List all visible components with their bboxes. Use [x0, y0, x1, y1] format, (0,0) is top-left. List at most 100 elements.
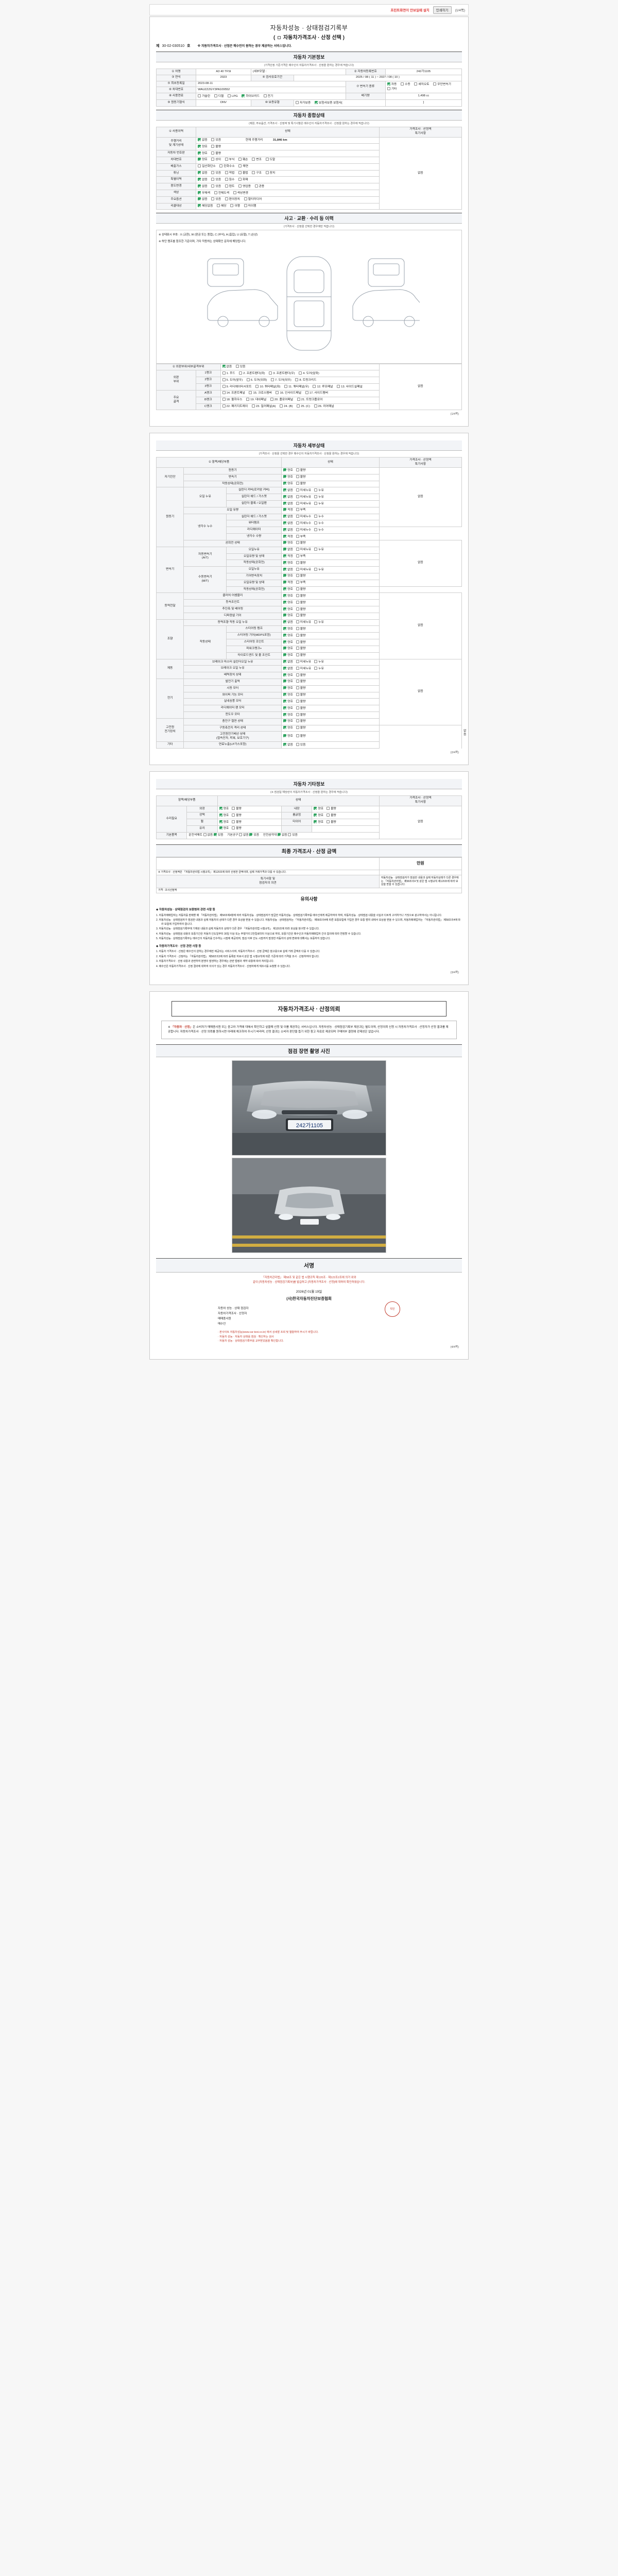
plate-opt-bad[interactable]: 불량 — [211, 151, 221, 156]
tuning-opt-none[interactable]: 없음 — [198, 171, 208, 176]
state-at-amount[interactable]: 적정 부족 — [281, 553, 380, 561]
mileage-row[interactable]: 없음 있음 현재 주행거리 31,846 km — [196, 137, 380, 144]
mileage-opt-yes[interactable]: 있음 — [211, 138, 221, 143]
rank-1-items[interactable]: 1. 후드 2. 프론트펜더(좌) 3. 프론트펜더(우) 4. 도어(앞좌) — [220, 370, 380, 378]
print-button[interactable]: 인쇄하기 — [433, 6, 452, 14]
usage-opt-none[interactable]: 없음 — [198, 184, 208, 189]
state-mt-work[interactable]: 양호 불량 — [281, 586, 380, 594]
state-battery-iso[interactable]: 양호 불량 — [281, 724, 380, 732]
vin-opt-damage[interactable]: 훼손 — [238, 158, 248, 162]
state-transmission[interactable]: 양호 불량 — [281, 473, 380, 481]
vin-opt-diff[interactable]: 상이 — [211, 158, 221, 162]
frame-opt-none[interactable]: 없음 — [222, 365, 232, 369]
state-polish[interactable]: 양호 불량 — [217, 812, 282, 820]
special-opt-none[interactable]: 없음 — [198, 177, 208, 182]
fuel-opt-diesel[interactable]: 디젤 — [214, 94, 224, 99]
state-diff[interactable]: 양호 불량 — [281, 612, 380, 620]
special-opt-yes[interactable]: 있음 — [211, 177, 221, 182]
state-steer-pump[interactable]: 양호 불량 — [281, 625, 380, 633]
state-idle[interactable]: 양호 불량 — [281, 480, 380, 488]
state-at-leak[interactable]: 없음 미세누유 누유 — [281, 546, 380, 554]
usage-opt-biz[interactable]: 영업용 — [238, 184, 251, 189]
fuel-opt-hybrid[interactable]: 하이브리드 — [242, 94, 260, 99]
state-coolant-amount[interactable]: 적정 부족 — [281, 533, 380, 540]
state-mt-amount[interactable]: 적정 부족 — [281, 579, 380, 587]
trans-opt-auto[interactable]: 자동 — [387, 82, 397, 87]
fuel-opt-electric[interactable]: 전기 — [263, 94, 273, 99]
price-survey-checkbox[interactable] — [278, 36, 281, 40]
vin-opt-good[interactable]: 양호 — [198, 158, 208, 162]
emission-smoke[interactable]: 매연 — [238, 164, 248, 169]
exterior-frame-options[interactable]: 없음 있음 — [220, 363, 380, 371]
tuning-opt-device[interactable]: 장치 — [265, 171, 275, 176]
warranty-options[interactable]: 자가보증 보험사보증 보험사[ — [293, 99, 386, 107]
tuning-row[interactable]: 없음 있음 적법 불법 구조 장치 — [196, 170, 380, 177]
usage-opt-gov[interactable]: 관용 — [254, 184, 264, 189]
recall-opt-notdone[interactable]: 미이행 — [244, 204, 256, 209]
color-opt-change[interactable]: 색상변경 — [233, 191, 248, 196]
usage-change-row[interactable]: 없음 있음 렌트 영업용 관용 — [196, 183, 380, 190]
state-powercrank[interactable]: 양호 불량 — [281, 645, 380, 653]
state-coolant-head[interactable]: 없음 미세누수 누수 — [281, 513, 380, 521]
gauge-opt-good[interactable]: 양호 — [198, 144, 208, 149]
tuning-opt-legal[interactable]: 적법 — [225, 171, 234, 176]
special-opt-fire[interactable]: 화재 — [238, 177, 248, 182]
vin-opt-alter[interactable]: 변조 — [252, 158, 262, 162]
state-alternator[interactable]: 양호 불량 — [281, 678, 380, 686]
state-engine[interactable]: 양호 불량 — [281, 467, 380, 474]
main-option-row[interactable]: 없음 있음 편의장치 멀티미디어 — [196, 196, 380, 204]
recall-row[interactable]: 해당없음 해당 이행 미이행 — [196, 202, 380, 210]
option-opt-convenience[interactable]: 편의장치 — [225, 197, 240, 202]
state-glass[interactable]: 양호 불량 — [217, 825, 282, 833]
state-cvjoint[interactable]: 양호 불량 — [281, 599, 380, 607]
plate-opt-good[interactable]: 양호 — [198, 151, 208, 156]
trans-opt-etc[interactable]: 기타 — [387, 87, 397, 92]
state-window[interactable]: 양호 불량 — [281, 711, 380, 719]
state-booster[interactable]: 양호 불량 — [281, 672, 380, 679]
state-fuel-leak[interactable]: 없음 있음 — [281, 741, 380, 749]
state-master-cyl[interactable]: 없음 미세누유 누유 — [281, 658, 380, 666]
rank-2-items[interactable]: 5. 도어(앞우) 6. 도어(뒤좌) 7. 도어(뒤우) 8. 트렁크리드 — [220, 377, 380, 384]
state-radfan[interactable]: 양호 불량 — [281, 705, 380, 713]
rank-c-items[interactable]: 22. 패키지트레이 23. 필러패널(A) 24. (B) 25. (C) 2… — [220, 403, 380, 411]
state-exterior[interactable]: 양호 불량 — [217, 805, 282, 813]
vin-state-row[interactable]: 양호 상이 부식 훼손 변조 도말 — [196, 156, 380, 164]
trans-opt-semiauto[interactable]: 세미오토 — [414, 82, 430, 87]
state-radiator[interactable]: 없음 미세누수 누수 — [281, 527, 380, 534]
option-opt-multimedia[interactable]: 멀티미디어 — [244, 197, 262, 202]
state-waterpump[interactable]: 없음 미세누수 누수 — [281, 520, 380, 528]
vin-opt-paint[interactable]: 도말 — [265, 158, 275, 162]
recall-opt-na[interactable]: 해당없음 — [198, 204, 213, 209]
frame-opt-yes[interactable]: 있음 — [235, 365, 245, 369]
tuning-opt-structure[interactable]: 구조 — [252, 171, 262, 176]
state-wheel[interactable]: 양호 불량 — [217, 819, 282, 826]
state-head[interactable]: 없음 미세누유 누유 — [281, 494, 380, 501]
state-tierod[interactable]: 양호 불량 — [281, 652, 380, 659]
gauge-opt-bad[interactable]: 불량 — [211, 144, 221, 149]
fuel-opt-lpg[interactable]: LPG — [228, 94, 238, 99]
state-starter[interactable]: 양호 불량 — [281, 685, 380, 692]
color-row[interactable]: 무채색 전체도색 색상변경 — [196, 190, 380, 197]
state-interior[interactable]: 양호 불량 — [312, 805, 380, 813]
state-hv-wiring[interactable]: 양호 불량 — [281, 731, 380, 742]
special-opt-flood[interactable]: 침수 — [225, 177, 234, 182]
state-scratch[interactable]: 양호 불량 — [312, 812, 380, 820]
state-steer-joint[interactable]: 양호 불량 — [281, 639, 380, 646]
recall-opt-yes[interactable]: 해당 — [217, 204, 227, 209]
state-steer-gear[interactable]: 양호 불량 — [281, 632, 380, 640]
mileage-opt-none[interactable]: 없음 — [198, 138, 208, 143]
gauge-row[interactable]: 양호 불량 — [196, 143, 380, 151]
trans-opt-manual[interactable]: 수동 — [401, 82, 410, 87]
option-opt-none[interactable]: 없음 — [198, 197, 208, 202]
color-opt-achromatic[interactable]: 무채색 — [198, 191, 210, 196]
tuning-opt-yes[interactable]: 있음 — [211, 171, 221, 176]
plate-row[interactable]: 양호 불량 — [196, 150, 380, 157]
warranty-opt-self[interactable]: 자가보증 — [295, 100, 311, 106]
state-oil-amount[interactable]: 적정 부족 — [281, 506, 380, 514]
state-blower[interactable]: 양호 불량 — [281, 698, 380, 706]
trans-opt-cvt[interactable]: 무단변속기 — [433, 82, 451, 87]
fuel-opt-gasoline[interactable]: 가솔린 — [198, 94, 210, 99]
fuel-options[interactable]: 가솔린 디젤 LPG 하이브리드 전기 — [196, 93, 346, 100]
warranty-opt-insurer[interactable]: 보험사보증 보험사[ — [314, 100, 342, 106]
rank-3-items[interactable]: 9. 라디에이터서포트 10. 쿼터패널(좌) 11. 쿼터패널(우) 12. … — [220, 383, 380, 391]
